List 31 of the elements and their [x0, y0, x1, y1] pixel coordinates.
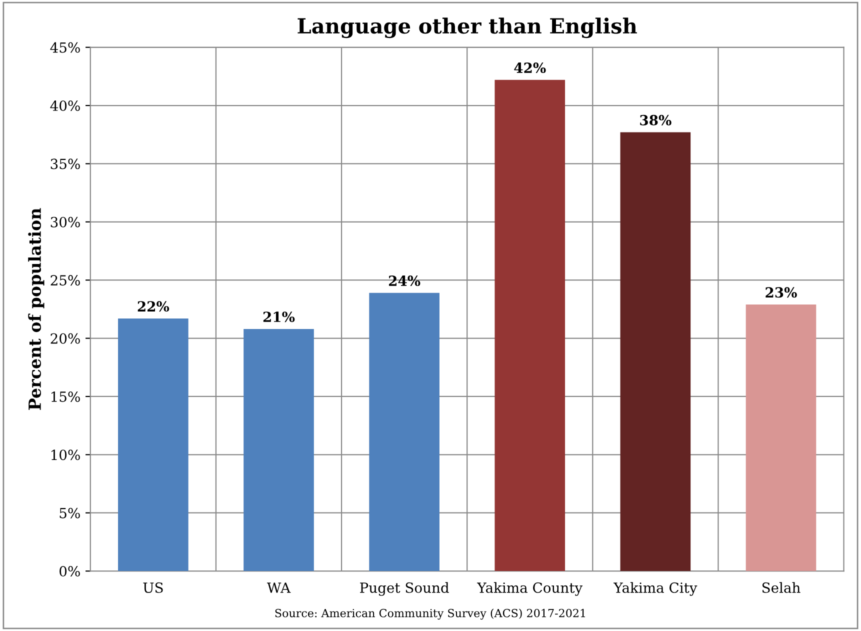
y-tick-label: 40%: [50, 100, 80, 111]
x-tick-label: Selah: [762, 582, 800, 593]
bar: [244, 328, 314, 572]
y-tick-label: 30%: [50, 216, 80, 228]
y-tick-label: 25%: [50, 275, 80, 286]
y-tick-label: 0%: [60, 566, 80, 577]
data-label: 23%: [766, 287, 797, 298]
x-tick-label: Yakima City: [613, 582, 698, 596]
y-tick-label: 10%: [52, 450, 80, 460]
bar: [620, 132, 691, 572]
data-label: 21%: [263, 312, 295, 322]
x-tick-label: US: [143, 582, 163, 593]
y-tick-label: 45%: [50, 42, 80, 53]
data-label: 24%: [388, 276, 420, 286]
bar: [118, 318, 188, 572]
data-label: 22%: [138, 301, 170, 312]
bar: [369, 292, 440, 572]
y-tick-label: 5%: [60, 508, 80, 518]
x-tick-label: WA: [267, 582, 291, 593]
y-axis-title: Percent of population: [28, 208, 44, 410]
data-label: 42%: [514, 62, 546, 74]
chart-title: Language other than English: [298, 18, 637, 38]
bar: [494, 80, 566, 572]
bar: [746, 304, 816, 572]
y-tick-label: 20%: [50, 333, 80, 344]
x-tick-label: Puget Sound: [360, 582, 449, 596]
y-tick-label: 35%: [50, 158, 80, 170]
y-tick-label: 15%: [52, 391, 80, 402]
source-note: Source: American Community Survey (ACS) 2017-2021: [275, 608, 586, 620]
data-label: 38%: [640, 114, 672, 126]
x-tick-label: Yakima County: [477, 582, 583, 596]
